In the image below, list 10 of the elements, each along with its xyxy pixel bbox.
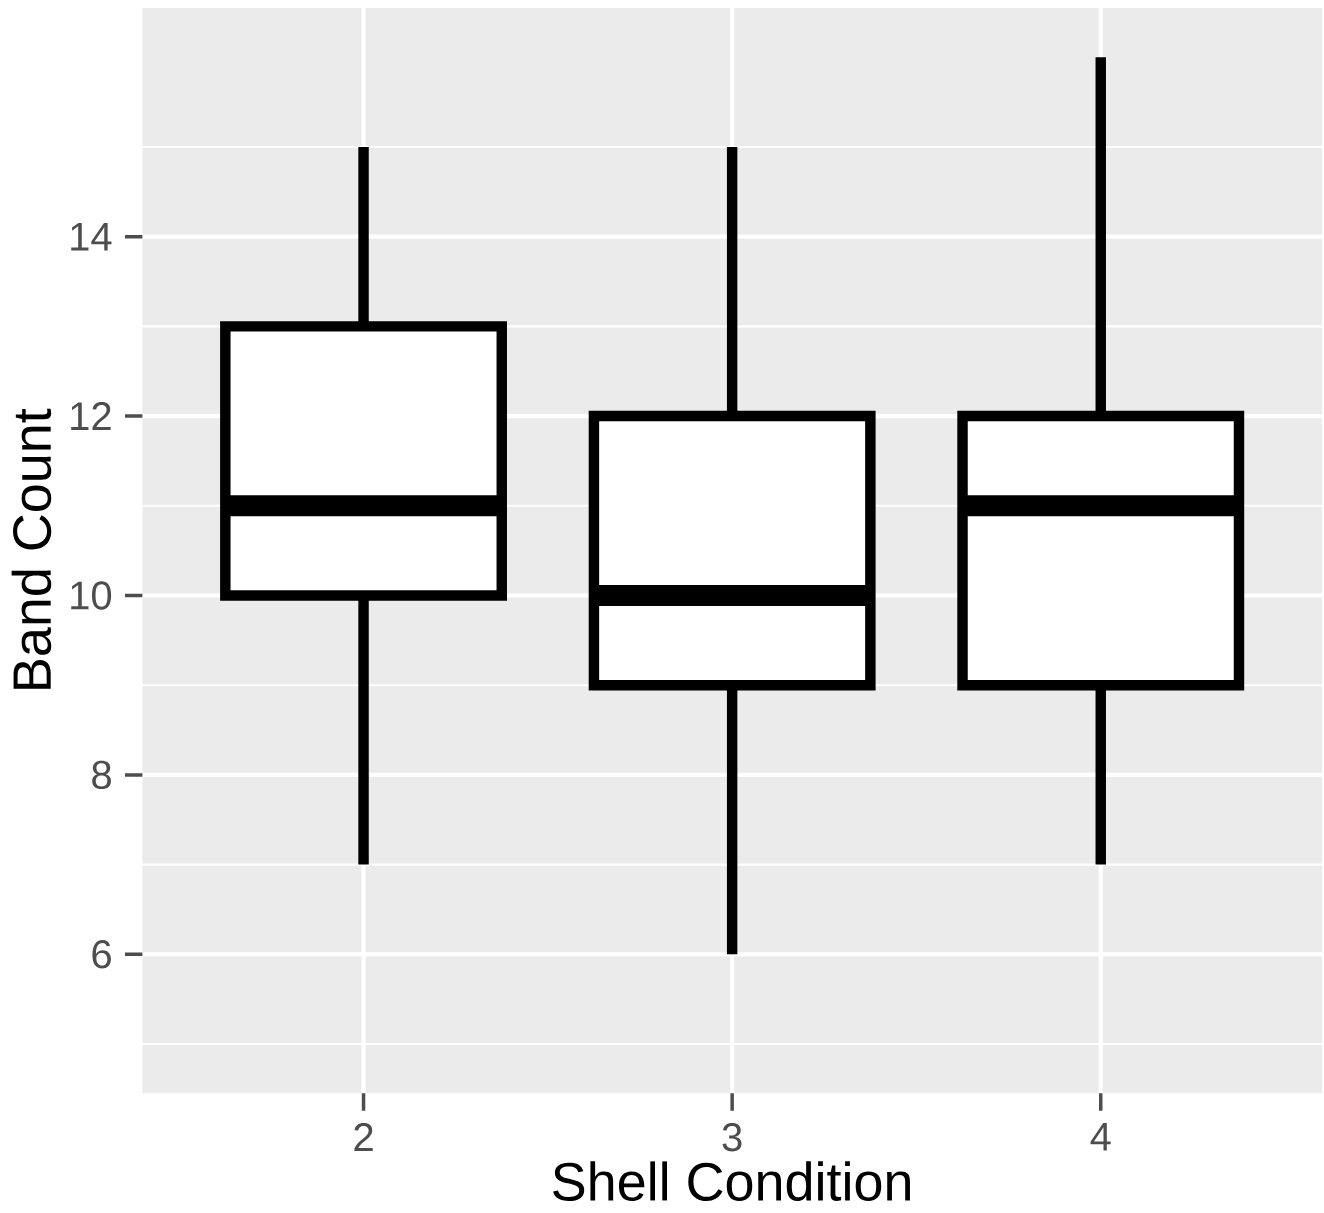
y-tick-label: 6 — [92, 940, 111, 969]
x-tick-label: 2 — [354, 1123, 373, 1152]
y-tick-label: 12 — [71, 402, 111, 431]
x-axis-title: Shell Condition — [553, 1161, 910, 1202]
x-tick-label: 4 — [1090, 1123, 1111, 1151]
y-tick-label: 8 — [92, 760, 111, 790]
y-tick-label: 14 — [71, 223, 112, 251]
y-axis-title: Band Count — [11, 408, 52, 689]
y-tick-label: 10 — [71, 581, 112, 610]
x-tick-label: 3 — [722, 1123, 742, 1152]
